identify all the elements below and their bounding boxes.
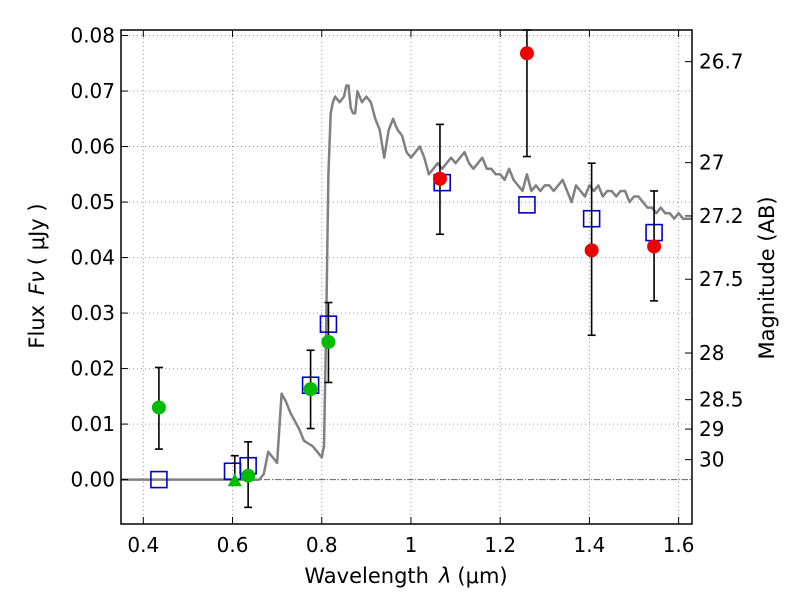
right-tick-label: 29 xyxy=(699,417,724,441)
y-tick-label: 0.06 xyxy=(70,135,115,159)
x-tick-label: 1 xyxy=(405,533,418,557)
y-tick-label: 0.07 xyxy=(70,79,115,103)
model-spectrum-line xyxy=(121,84,692,481)
x-axis-label-text: Wavelength xyxy=(304,564,429,588)
red-data-point xyxy=(647,239,662,254)
model-photometry-square xyxy=(518,196,536,214)
model-photometry-square xyxy=(150,470,168,489)
x-tick-label: 1.2 xyxy=(484,533,516,557)
green-data-point xyxy=(241,468,256,483)
x-axis-unit: (μm) xyxy=(457,564,507,588)
red-data-point xyxy=(584,243,599,258)
right-tick-label: 28.5 xyxy=(699,388,744,412)
green-data-point xyxy=(151,400,166,415)
y-tick-label: 0.08 xyxy=(70,24,115,48)
right-tick-label: 27 xyxy=(699,151,724,175)
y-tick-label: 0.01 xyxy=(70,412,115,436)
red-data-point xyxy=(432,171,447,186)
y-axis-label: Flux Fν ( μJy ) xyxy=(25,203,49,348)
x-tick-label: 0.6 xyxy=(217,533,249,557)
y-tick-label: 0.02 xyxy=(70,357,115,381)
y-tick-label: 0.04 xyxy=(70,246,115,270)
x-tick-label: 1.6 xyxy=(663,533,695,557)
y-tick-label: 0.00 xyxy=(70,468,115,492)
y-tick-label: 0.05 xyxy=(70,190,115,214)
y-axis-label-text: Flux xyxy=(25,305,49,349)
x-tick-label: 0.4 xyxy=(127,533,159,557)
x-axis-symbol: λ xyxy=(438,564,451,588)
plot-area xyxy=(121,29,692,509)
green-data-point xyxy=(321,334,336,349)
right-tick-label: 30 xyxy=(699,448,724,472)
right-axis-label: Magnitude (AB) xyxy=(755,196,779,359)
right-tick-label: 27.5 xyxy=(699,267,744,291)
axis-ticks: 0.4 0.6 0.8 1 1.2 1.4 1.6 0.00 0.01 0.02 0.03 0.04 0… xyxy=(70,24,743,557)
red-data-point xyxy=(519,46,534,61)
y-axis-unit: ( μJy ) xyxy=(25,203,49,265)
right-tick-label: 26.7 xyxy=(699,50,744,74)
y-tick-label: 0.03 xyxy=(70,301,115,325)
x-tick-label: 0.8 xyxy=(306,533,338,557)
x-axis-label: Wavelength λ (μm) xyxy=(304,564,507,588)
green-data-point xyxy=(303,382,318,397)
right-tick-label: 27.2 xyxy=(699,204,744,228)
plot-frame xyxy=(120,29,693,525)
green-triangle-point xyxy=(227,473,242,487)
y-axis-symbol: Fν xyxy=(25,271,49,295)
right-tick-label: 28 xyxy=(699,341,724,365)
x-tick-label: 1.4 xyxy=(573,533,605,557)
